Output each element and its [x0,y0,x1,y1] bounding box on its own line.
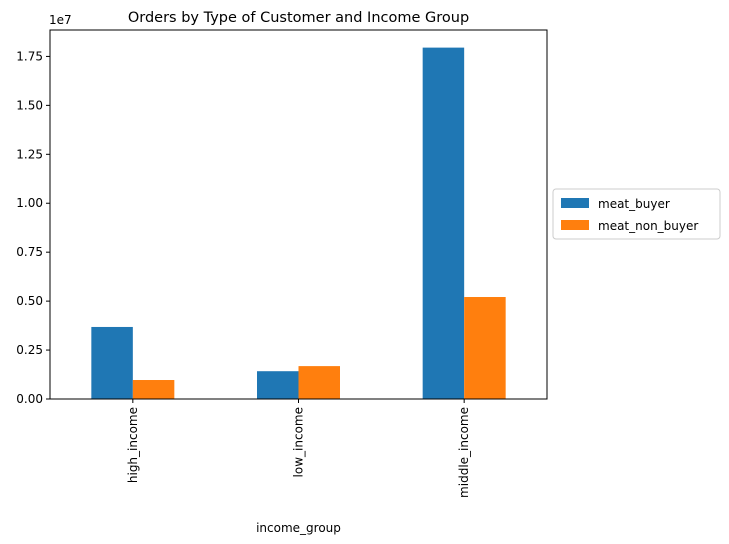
legend-swatch-meat_buyer [561,198,589,208]
chart-title: Orders by Type of Customer and Income Gr… [128,10,469,26]
y-tick-label: 1.50 [16,98,43,112]
y-tick-label: 0.50 [16,294,43,308]
legend-label-meat_buyer: meat_buyer [598,197,670,211]
legend: meat_buyer meat_non_buyer [552,188,721,240]
bar-meat_non_buyer-middle_income [464,297,506,399]
legend-frame [552,188,721,240]
bar-meat_buyer-middle_income [422,47,465,399]
bar-meat_buyer-low_income [257,371,299,399]
bar-meat_buyer-high_income [91,326,133,399]
legend-swatch-meat_non_buyer [561,220,589,230]
x-axis-label: income_group [256,521,341,535]
plot-frame [49,29,548,400]
y-tick-label: 1.75 [16,49,43,63]
plot-area: 0.00 0.25 0.50 0.75 1.00 1.25 1.50 1.75 high_inc… [16,47,506,498]
y-tick-label: 0.75 [16,245,43,259]
y-tick-label: 1.00 [16,196,43,210]
bar-meat_non_buyer-low_income [298,366,340,399]
y-tick-label: 1.25 [16,147,43,161]
y-tick-label: 0.25 [16,343,43,357]
x-tick-label: high_income [126,407,140,483]
x-tick-label: low_income [292,407,306,477]
y-tick-label: 0.00 [16,392,43,406]
bar-meat_non_buyer-high_income [132,380,175,399]
y-offset-label: 1e7 [49,13,72,27]
legend-label-meat_non_buyer: meat_non_buyer [598,219,698,233]
x-tick-label: middle_income [457,407,471,498]
